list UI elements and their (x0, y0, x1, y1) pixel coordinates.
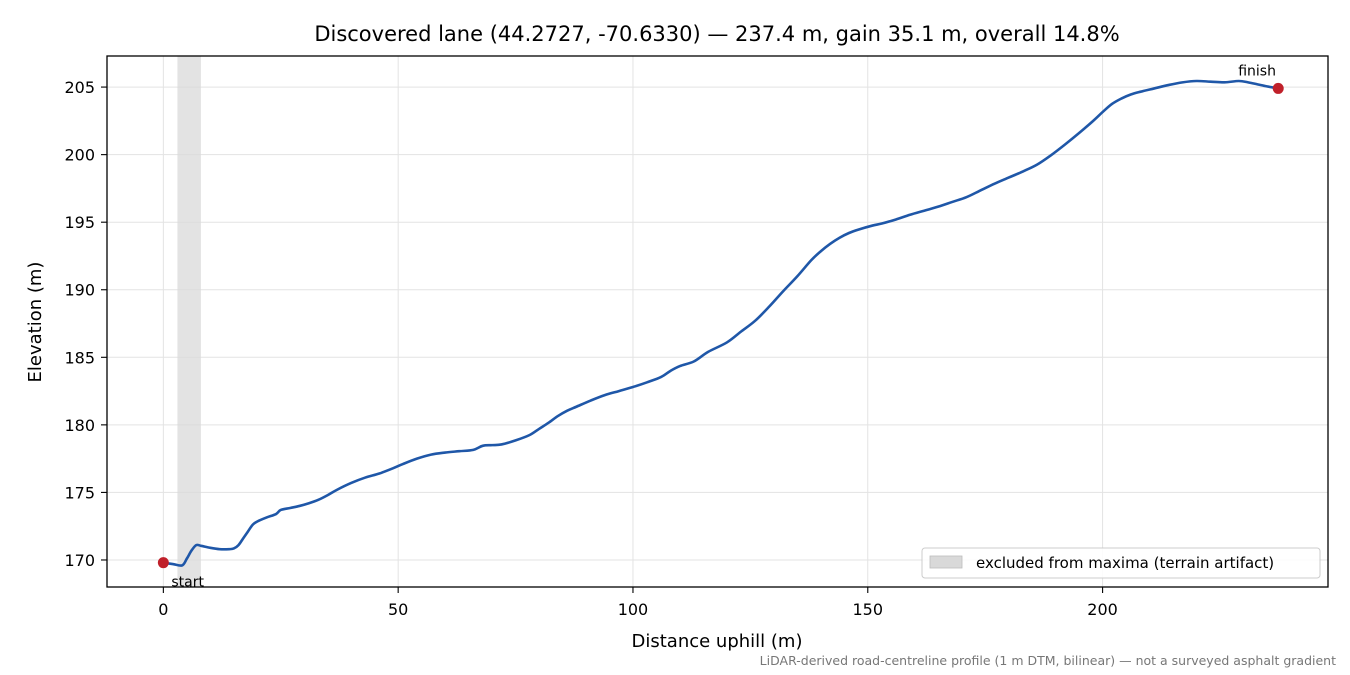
x-tick-label: 100 (618, 600, 649, 619)
axis-ticks: 0 50 100 150 200 170 175 180 185 190 195 200 205 (64, 78, 1117, 619)
x-tick-label: 0 (158, 600, 168, 619)
y-axis-label: Elevation (m) (25, 262, 46, 383)
chart-title: Discovered lane (44.2727, -70.6330) — 23… (314, 22, 1119, 46)
legend-box (921, 547, 1321, 579)
legend-label: excluded from maxima (terrain artifact) (976, 554, 1274, 572)
y-tick-label: 190 (64, 281, 95, 300)
y-tick-label: 205 (64, 78, 95, 97)
legend: excluded from maxima (terrain artifact) (921, 547, 1321, 579)
y-tick-label: 175 (64, 483, 95, 502)
start-label: start (171, 575, 204, 591)
series-layer (162, 79, 1280, 567)
x-tick-label: 150 (853, 600, 884, 619)
plot-frame (106, 55, 1329, 588)
footnote: LiDAR-derived road-centreline profile (1… (760, 653, 1336, 668)
x-axis-label: Distance uphill (m) (632, 631, 803, 652)
elevation-line (162, 79, 1280, 567)
y-tick-label: 195 (64, 213, 95, 232)
excluded-region-layer (177, 56, 201, 587)
legend-swatch (929, 555, 963, 569)
grid (107, 56, 1328, 587)
x-tick-label: 50 (388, 600, 408, 619)
y-tick-label: 185 (64, 348, 95, 367)
y-tick-label: 180 (64, 416, 95, 435)
start-marker (157, 557, 169, 569)
y-tick-label: 170 (64, 551, 95, 570)
finish-label: finish (1238, 63, 1276, 79)
x-tick-label: 200 (1087, 600, 1118, 619)
excluded-region-band (177, 56, 201, 587)
annotation-layer: start finish (157, 63, 1284, 591)
finish-marker (1272, 82, 1284, 94)
y-tick-label: 200 (64, 146, 95, 165)
